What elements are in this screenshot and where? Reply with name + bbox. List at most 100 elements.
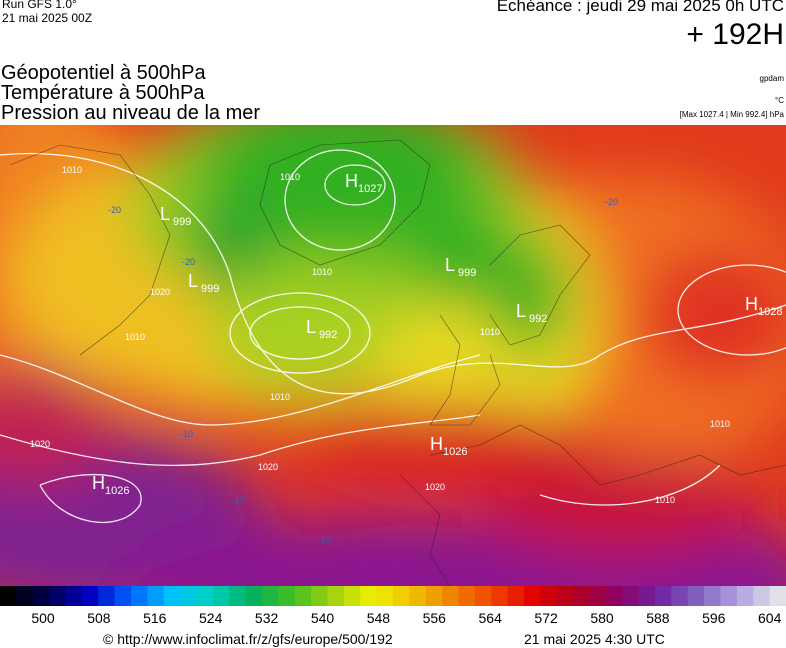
swatch (589, 586, 607, 606)
swatch (212, 586, 230, 606)
swatch (753, 586, 771, 606)
swatch (425, 586, 443, 606)
swatch (163, 586, 181, 606)
isobar-label: 1010 (710, 419, 730, 429)
isobar-label: 1010 (125, 332, 145, 342)
issue-date: 21 mai 2025 4:30 UTC (524, 631, 665, 647)
swatch (360, 586, 378, 606)
scale-label: 564 (479, 610, 503, 626)
isobar-labels: 1010 1010 1010 1010 1010 1020 1020 1020 1020 1010… (30, 165, 730, 545)
field: Température à 500hPa (1, 82, 205, 104)
center-value: 1026 (443, 446, 467, 458)
scale-label: 516 (143, 610, 167, 626)
scale-label: 580 (590, 610, 614, 626)
scale-label: 524 (199, 610, 223, 626)
source-url: © http://www.infoclimat.fr/z/gfs/europe/… (103, 631, 393, 647)
center-type: L (160, 204, 170, 224)
swatch (540, 586, 558, 606)
isobar-label: 1010 (280, 172, 300, 182)
swatch (245, 586, 263, 606)
swatch (98, 586, 116, 606)
swatch (0, 586, 17, 606)
scale-label: 500 (31, 610, 55, 626)
center-value: 999 (173, 216, 191, 228)
center-value: 999 (458, 267, 476, 279)
swatch (671, 586, 689, 606)
scale-label: 548 (367, 610, 391, 626)
swatch (507, 586, 525, 606)
swatch (311, 586, 328, 606)
center-value: 999 (201, 283, 219, 295)
unit: [Max 1027.4 | Min 992.4] hPa (679, 110, 784, 119)
swatch (638, 586, 656, 606)
swatch (474, 586, 492, 606)
swatch (196, 586, 214, 606)
swatch (655, 586, 672, 606)
temperature-label: -20 (182, 257, 195, 267)
swatch (704, 586, 721, 606)
center-type: L (188, 271, 198, 291)
unit: gpdam (759, 74, 784, 83)
unit: °C (775, 96, 784, 105)
run: Run GFS 1.0° (2, 0, 77, 11)
scale-label: 588 (646, 610, 670, 626)
swatch (442, 586, 459, 606)
center-type: L (445, 255, 455, 275)
swatch (81, 586, 99, 606)
center-type: L (516, 301, 526, 321)
center-value: 1027 (358, 183, 382, 195)
isobar-label: 1020 (258, 462, 278, 472)
valid-time: Echéance : jeudi 29 mai 2025 0h UTC (496, 0, 784, 15)
isobar-label: 1010 (480, 327, 500, 337)
swatch (524, 586, 541, 606)
isobar-label: 1020 (425, 482, 445, 492)
swatch (180, 586, 197, 606)
center-value: 1028 (758, 306, 782, 318)
swatch (131, 586, 148, 606)
scale-label: 604 (758, 610, 782, 626)
isobar-label: 1020 (30, 439, 50, 449)
swatch (393, 586, 410, 606)
scale-label: 532 (255, 610, 279, 626)
scale-label: 596 (702, 610, 726, 626)
coastlines (9, 139, 786, 586)
isobar-label: 1010 (312, 267, 332, 277)
swatch (229, 586, 247, 606)
temperature-label: -10 (232, 495, 245, 505)
center-type: L (306, 317, 316, 337)
swatch (262, 586, 279, 606)
field: Pression au niveau de la mer (1, 102, 261, 124)
center-type: H (745, 294, 758, 314)
swatch (294, 586, 312, 606)
field-shading (0, 125, 786, 586)
isobar-label: 1010 (270, 392, 290, 402)
scale-label: 572 (534, 610, 558, 626)
swatch (556, 586, 574, 606)
field: Géopotentiel à 500hPa (1, 62, 206, 84)
center-type: H (92, 473, 105, 493)
center-value: 992 (319, 329, 337, 341)
swatch (65, 586, 83, 606)
swatch (622, 586, 640, 606)
isobar-label: 1010 (62, 165, 82, 175)
swatch (769, 586, 786, 606)
isobar-label: 1010 (655, 495, 675, 505)
swatch (736, 586, 754, 606)
lead-time: + 192H (686, 18, 784, 51)
isobars (0, 149, 786, 524)
swatch (720, 586, 738, 606)
run-date: 21 mai 2025 00Z (2, 11, 93, 25)
isobar-label: 1020 (150, 287, 170, 297)
swatch (376, 586, 394, 606)
center-type: H (430, 434, 443, 454)
temperature-label: -10 (318, 535, 331, 545)
scale-label: 540 (311, 610, 335, 626)
temperature-label: -10 (180, 429, 193, 439)
swatch (409, 586, 427, 606)
swatch (16, 586, 34, 606)
swatch (327, 586, 345, 606)
swatch (343, 586, 361, 606)
